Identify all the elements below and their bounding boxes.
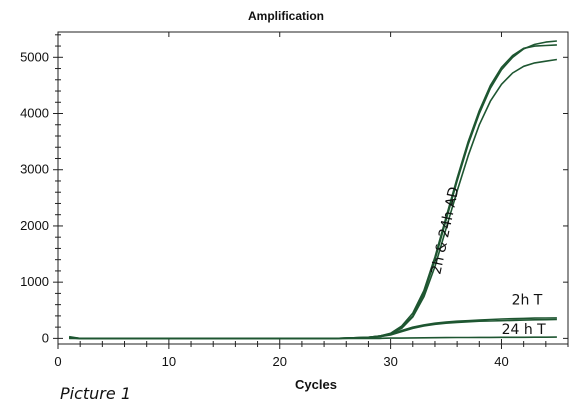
series-line-2 — [69, 44, 557, 340]
plot-frame — [57, 31, 569, 345]
y-tick-label: 3000 — [20, 162, 49, 177]
x-tick-label: 30 — [383, 354, 397, 369]
x-tick-label: 20 — [273, 354, 287, 369]
y-tick-label: 4000 — [20, 106, 49, 121]
annotations: 2h & 24h AD 2h T 24 h T — [428, 185, 546, 337]
x-axis-label: Cycles — [295, 377, 337, 392]
series-line-1 — [68, 40, 557, 340]
series-line-5 — [69, 318, 557, 340]
axes: 0 1000 2000 3000 4000 5000 0 10 20 30 40 — [20, 32, 569, 369]
y-tick-label: 1000 — [20, 274, 49, 289]
annotation-label-2: 2h T — [512, 293, 543, 309]
y-tick-label: 5000 — [20, 49, 49, 64]
chart-title: Amplification — [248, 9, 324, 23]
series-group — [68, 40, 558, 340]
series-line-6 — [69, 336, 557, 340]
x-tick-label: 10 — [162, 354, 176, 369]
annotation-label-3: 24 h T — [502, 322, 547, 338]
x-tick-label: 40 — [494, 354, 508, 369]
figure-caption: Picture 1 — [60, 384, 131, 403]
x-tick-label: 0 — [54, 354, 61, 369]
plot-border — [57, 31, 569, 345]
y-tick-label: 2000 — [20, 218, 49, 233]
y-tick-label: 0 — [42, 330, 49, 345]
annotation-label-1: 2h & 24h AD — [428, 185, 462, 275]
